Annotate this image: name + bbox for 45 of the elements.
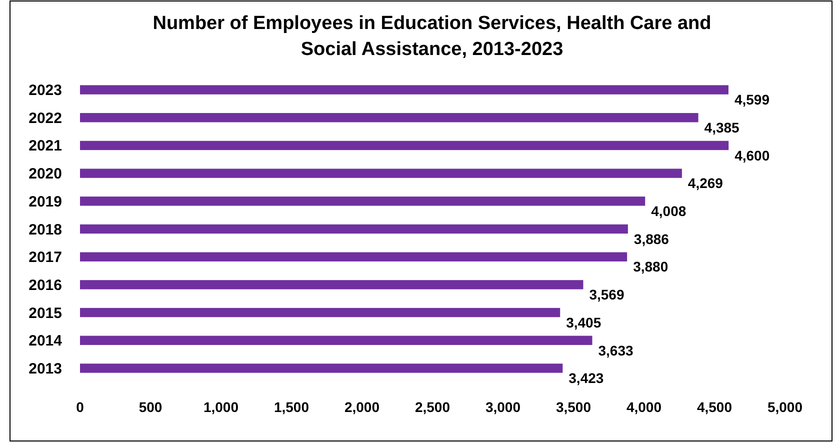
y-tick-label: 2022 [28,110,62,127]
x-tick-label: 3,500 [556,399,592,415]
y-tick-label: 2014 [28,332,63,350]
bar [80,336,592,345]
data-label: 3,569 [589,286,624,303]
x-tick-label: 4,000 [626,399,662,415]
y-tick-label: 2015 [28,304,62,322]
x-tick-label: 1,500 [274,399,310,415]
data-label: 4,599 [734,92,770,108]
y-tick-label: 2016 [28,276,62,294]
x-tick-label: 1,000 [203,399,239,415]
bar [80,196,646,206]
bar [80,224,628,234]
data-label: 4,385 [704,120,740,136]
x-tick-label: 2,500 [414,399,450,415]
bar [80,168,682,178]
y-tick-label: 2020 [28,166,62,183]
y-tick-label: 2018 [28,221,62,238]
data-label: 3,633 [598,342,634,358]
bar [80,280,584,290]
data-label: 4,600 [734,147,770,164]
bar [80,364,563,373]
bar [80,140,729,150]
data-label: 3,405 [566,314,602,330]
bar [80,308,560,318]
data-label: 3,886 [634,230,670,247]
y-tick-label: 2019 [28,193,62,210]
y-tick-label: 2021 [28,138,62,155]
bar [80,85,728,94]
data-label: 3,880 [633,258,668,275]
x-tick-label: 500 [138,399,162,415]
x-tick-label: 2,000 [344,399,380,415]
x-tick-label: 4,500 [696,399,732,415]
bar [80,252,628,262]
data-label: 4,269 [688,175,724,192]
bar [80,113,698,122]
x-tick-label: 0 [76,399,84,415]
data-label: 4,008 [651,203,686,220]
y-tick-label: 2013 [28,360,62,378]
chart-title: Number of Employees in Education Services, Health Care and Social Assistance, 2013-2023 [152,13,712,60]
data-label: 3,423 [568,370,604,386]
y-tick-label: 2023 [28,82,62,100]
x-tick-label: 3,000 [485,399,521,415]
x-tick-label: 5,000 [767,399,803,415]
y-tick-label: 2017 [28,249,62,266]
